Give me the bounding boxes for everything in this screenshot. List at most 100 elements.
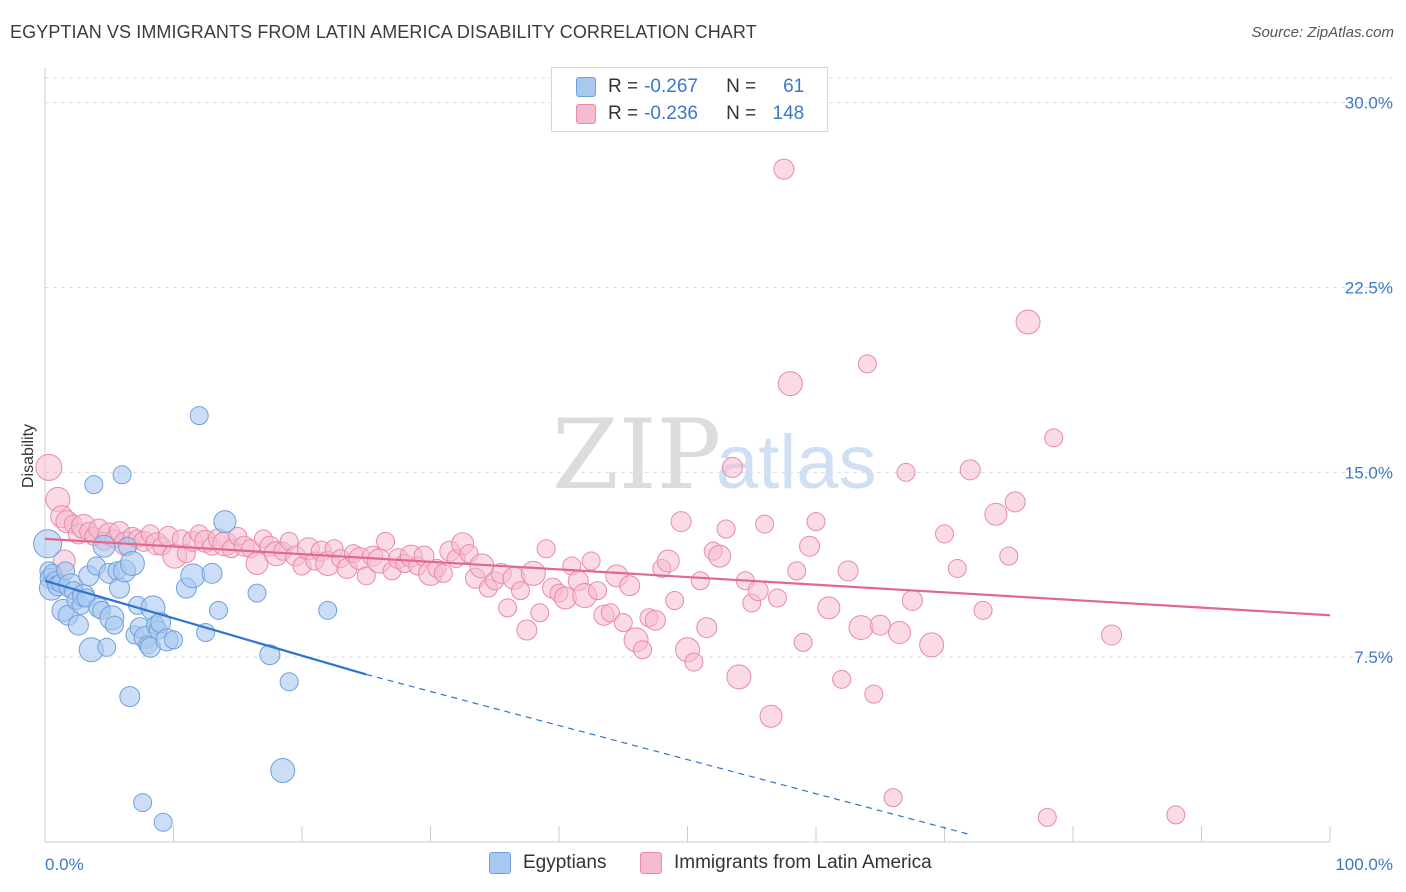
latin-america-point [35, 453, 63, 481]
latin-america-point [665, 590, 685, 610]
latin-america-point [767, 588, 787, 608]
latin-america-point [919, 632, 945, 658]
latin-america-point [799, 535, 821, 557]
latin-america-point [787, 561, 807, 581]
latin-america-point [613, 613, 633, 633]
latin-america-point [848, 615, 874, 641]
legend-item-latin-america: Immigrants from Latin America [640, 852, 932, 874]
egyptians-point [201, 562, 223, 584]
latin-america-point [600, 603, 620, 623]
latin-america-point [726, 664, 752, 690]
legend-n-label: N = [726, 103, 757, 124]
latin-america-point [684, 652, 704, 672]
legend-swatch-blue [576, 77, 596, 97]
latin-america-point [721, 456, 743, 478]
egyptians-point [92, 534, 116, 558]
legend-r-value: -0.267 [644, 76, 698, 97]
latin-america-point [973, 600, 993, 620]
ticks [44, 826, 1331, 842]
egyptians-point [213, 510, 237, 534]
latin-america-point [1166, 805, 1186, 825]
axis-labels: 7.5% 15.0% 22.5% 30.0% 0.0% 100.0% Disability [20, 94, 1393, 874]
egyptians-point [318, 600, 338, 620]
latin-america-point [619, 575, 641, 597]
egyptians-point [104, 615, 124, 635]
correlation-legend: R = -0.267 N = 61 R = -0.236 N = 148 [551, 67, 828, 132]
latin-america-point [690, 571, 710, 591]
y-tick-label: 22.5% [1345, 278, 1393, 297]
latin-america-point [1044, 428, 1064, 448]
latin-america-point [356, 566, 376, 586]
egyptians-point [180, 563, 206, 589]
latin-america-point [433, 563, 453, 583]
legend-n-value: 148 [772, 103, 805, 124]
egyptians-point [247, 583, 267, 603]
latin-america-point [896, 462, 916, 482]
egyptians-point [119, 551, 145, 577]
latin-america-point [520, 560, 546, 586]
egyptians-point [259, 644, 281, 666]
latin-america-point [1015, 309, 1041, 335]
egyptians-point [133, 793, 153, 813]
chart-title: EGYPTIAN VS IMMIGRANTS FROM LATIN AMERIC… [10, 22, 757, 42]
legend-label-latin-america: Immigrants from Latin America [674, 852, 932, 873]
latin-america-point [883, 788, 903, 808]
legend-label-egyptians: Egyptians [523, 852, 607, 873]
legend-n-label: N = [726, 76, 757, 97]
grid-lines [45, 77, 1392, 658]
latin-america-point [773, 158, 795, 180]
egyptians-point [208, 600, 228, 620]
latin-america-point [670, 511, 692, 533]
latin-america-point [747, 580, 769, 602]
source-credit: Source: ZipAtlas.com [1251, 24, 1394, 41]
egyptians-point [279, 672, 299, 692]
latin-america-point [857, 354, 877, 374]
legend-swatch-egyptians [489, 852, 511, 874]
egyptians-point [84, 475, 104, 495]
latin-america-point [947, 558, 967, 578]
y-axis-title: Disability [20, 424, 37, 488]
latin-america-point [837, 560, 859, 582]
latin-america-point [832, 669, 852, 689]
latin-america-point [510, 581, 530, 601]
watermark-zip: ZIP [552, 399, 721, 511]
latin-america-point [1101, 624, 1123, 646]
latin-america-point [817, 596, 841, 620]
latin-america-point [999, 546, 1019, 566]
latin-america-point [793, 632, 813, 652]
x-tick-label-max: 100.0% [1335, 855, 1393, 874]
legend-swatch-pink [576, 104, 596, 124]
latin-america-point [530, 603, 550, 623]
legend-r-label: R = [608, 76, 639, 97]
latin-america-point [696, 617, 718, 639]
y-tick-label: 30.0% [1345, 94, 1393, 113]
egyptians-point [189, 406, 209, 426]
egyptians-point [270, 758, 296, 784]
latin-america-point [581, 551, 601, 571]
egyptians-point [67, 614, 89, 636]
egyptians-point [97, 637, 117, 657]
legend-row-egyptians: R = -0.267 N = 61 [576, 75, 804, 99]
x-tick-label-min: 0.0% [45, 855, 84, 874]
latin-america-point [633, 640, 653, 660]
legend-r-value: -0.236 [644, 103, 698, 124]
latin-america-point [935, 524, 954, 544]
egyptians-point [119, 686, 141, 708]
egyptians-point [112, 465, 132, 485]
latin-america-point [777, 371, 803, 397]
latin-america-point [864, 684, 884, 704]
egyptians-trend-extension [366, 673, 971, 836]
watermark: ZIP atlas [552, 399, 877, 511]
egyptians-point [164, 630, 183, 650]
latin-america-point [806, 512, 826, 532]
latin-america-point [869, 614, 891, 636]
legend-item-egyptians: Egyptians [489, 852, 606, 874]
latin-america-point [755, 514, 775, 534]
latin-america-point [1037, 807, 1057, 827]
legend-r-label: R = [608, 103, 639, 124]
latin-america-point [716, 519, 736, 539]
egyptians-point [33, 529, 63, 559]
egyptians-points [33, 406, 338, 832]
legend-n-value: 61 [783, 76, 805, 97]
